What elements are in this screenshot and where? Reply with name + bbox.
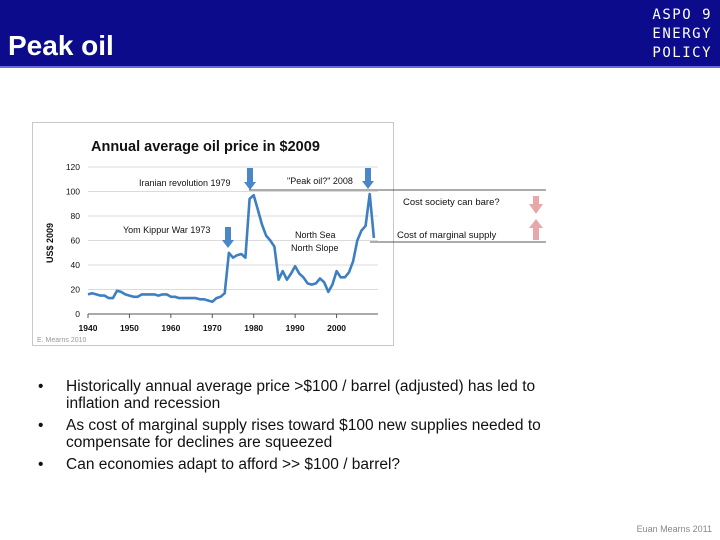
x-tick-labels: 1940 1950 1960 1970 1980 1990 2000 <box>79 323 347 333</box>
bullet-item: • As cost of marginal supply rises towar… <box>38 417 558 451</box>
bullet-text: Can economies adapt to afford >> $100 / … <box>66 456 401 473</box>
x-tick-label: 2000 <box>327 323 346 333</box>
annotation-yom-kippur: Yom Kippur War 1973 <box>123 225 210 235</box>
x-tick-label: 1940 <box>79 323 98 333</box>
source-note: E. Mearns 2010 <box>37 337 87 344</box>
y-tick-label: 80 <box>71 211 81 221</box>
label-cost-society: Cost society can bare? <box>403 197 500 208</box>
bullet-item: • Historically annual average price >$10… <box>38 378 558 412</box>
x-tick-label: 1980 <box>244 323 263 333</box>
y-tick-labels: 0 20 40 60 80 100 120 <box>66 162 80 319</box>
pink-arrow-up-icon <box>529 219 543 240</box>
annotation-peak-oil: "Peak oil?" 2008 <box>287 176 353 186</box>
y-tick-label: 60 <box>71 236 81 246</box>
bullet-marker-icon: • <box>38 417 44 434</box>
arrow-down-icon <box>244 168 256 190</box>
x-tick-label: 1990 <box>286 323 305 333</box>
bullet-marker-icon: • <box>38 378 44 395</box>
arrow-down-icon <box>362 168 374 189</box>
bullet-list: • Historically annual average price >$10… <box>38 378 558 478</box>
arrow-down-icon <box>222 227 234 248</box>
pink-arrow-down-icon <box>529 196 543 214</box>
annotation-north-slope: North Slope <box>291 243 339 253</box>
brand-logo: ASPO 9 ENERGY POLICY <box>652 6 712 63</box>
y-tick-label: 0 <box>75 309 80 319</box>
grid-lines <box>87 166 378 318</box>
bullet-text: As cost of marginal supply rises toward … <box>66 417 541 451</box>
y-tick-label: 100 <box>66 187 80 197</box>
bullet-marker-icon: • <box>38 456 44 473</box>
brand-line: POLICY <box>652 45 712 61</box>
annotation-iranian-revolution: Iranian revolution 1979 <box>139 178 231 188</box>
oil-price-chart: Annual average oil price in $2009 0 20 40 6… <box>37 139 378 344</box>
bullet-item: • Can economies adapt to afford >> $100 … <box>38 456 558 473</box>
x-tick-label: 1960 <box>161 323 180 333</box>
y-tick-label: 20 <box>71 285 81 295</box>
brand-line: ENERGY <box>652 26 712 42</box>
y-axis-label: US$ 2009 <box>45 223 55 263</box>
footer-credit: Euan Mearns 2011 <box>636 524 712 534</box>
annotation-north-sea: North Sea <box>295 230 336 240</box>
page-title: Peak oil <box>8 30 114 61</box>
label-cost-marginal-supply: Cost of marginal supply <box>397 230 497 241</box>
chart-title: Annual average oil price in $2009 <box>91 139 320 155</box>
title-bar: Peak oil ASPO 9 ENERGY POLICY <box>0 0 720 68</box>
bullet-text: Historically annual average price >$100 … <box>66 378 536 412</box>
x-tick-label: 1950 <box>120 323 139 333</box>
x-tick-label: 1970 <box>203 323 222 333</box>
price-line <box>87 192 376 304</box>
chart-frame: Annual average oil price in $2009 0 20 40 6… <box>32 122 394 346</box>
y-tick-label: 40 <box>71 260 81 270</box>
y-tick-label: 120 <box>66 162 80 172</box>
brand-line: ASPO 9 <box>652 7 712 23</box>
